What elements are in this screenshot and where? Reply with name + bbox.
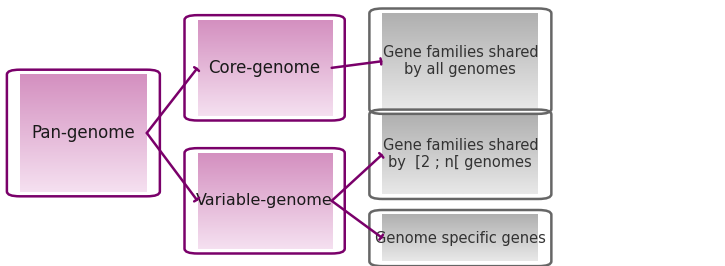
- Text: Core-genome: Core-genome: [209, 59, 320, 77]
- Text: Gene families shared
by all genomes: Gene families shared by all genomes: [383, 45, 538, 77]
- Text: Gene families shared
by  [2 ; n[ genomes: Gene families shared by [2 ; n[ genomes: [383, 138, 538, 171]
- Text: Pan-genome: Pan-genome: [31, 124, 136, 142]
- Text: Genome specific genes: Genome specific genes: [375, 231, 546, 246]
- Text: Variable-genome: Variable-genome: [196, 193, 333, 208]
